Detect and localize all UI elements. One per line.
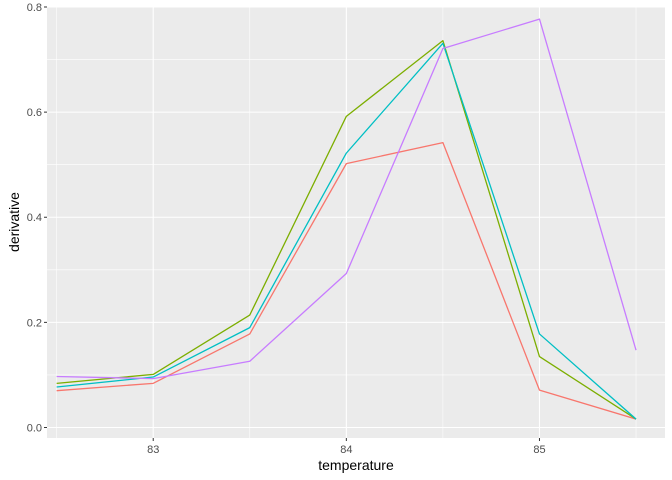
y-tick-label: 0.4 — [27, 212, 42, 224]
y-axis-ticks: 0.0 0.2 0.4 0.6 0.8 — [27, 2, 47, 434]
series-lines — [56, 18, 637, 420]
x-axis-title: temperature — [318, 457, 394, 473]
x-tick-label: 83 — [147, 444, 159, 456]
y-tick-label: 0.2 — [27, 317, 42, 329]
series-line-2 — [56, 39, 637, 420]
y-axis-title: derivative — [6, 192, 22, 252]
series-line-1 — [56, 141, 637, 420]
series-line-4 — [56, 18, 637, 380]
panel-background — [47, 7, 665, 438]
x-tick-label: 85 — [533, 444, 545, 456]
x-tick-label: 84 — [340, 444, 352, 456]
x-axis-ticks: 83 84 85 — [147, 438, 546, 456]
y-tick-label: 0.8 — [27, 2, 42, 14]
major-gridlines — [47, 6, 665, 438]
series-line-3 — [56, 42, 637, 420]
y-tick-label: 0.6 — [27, 107, 42, 119]
y-tick-label: 0.0 — [27, 422, 42, 434]
